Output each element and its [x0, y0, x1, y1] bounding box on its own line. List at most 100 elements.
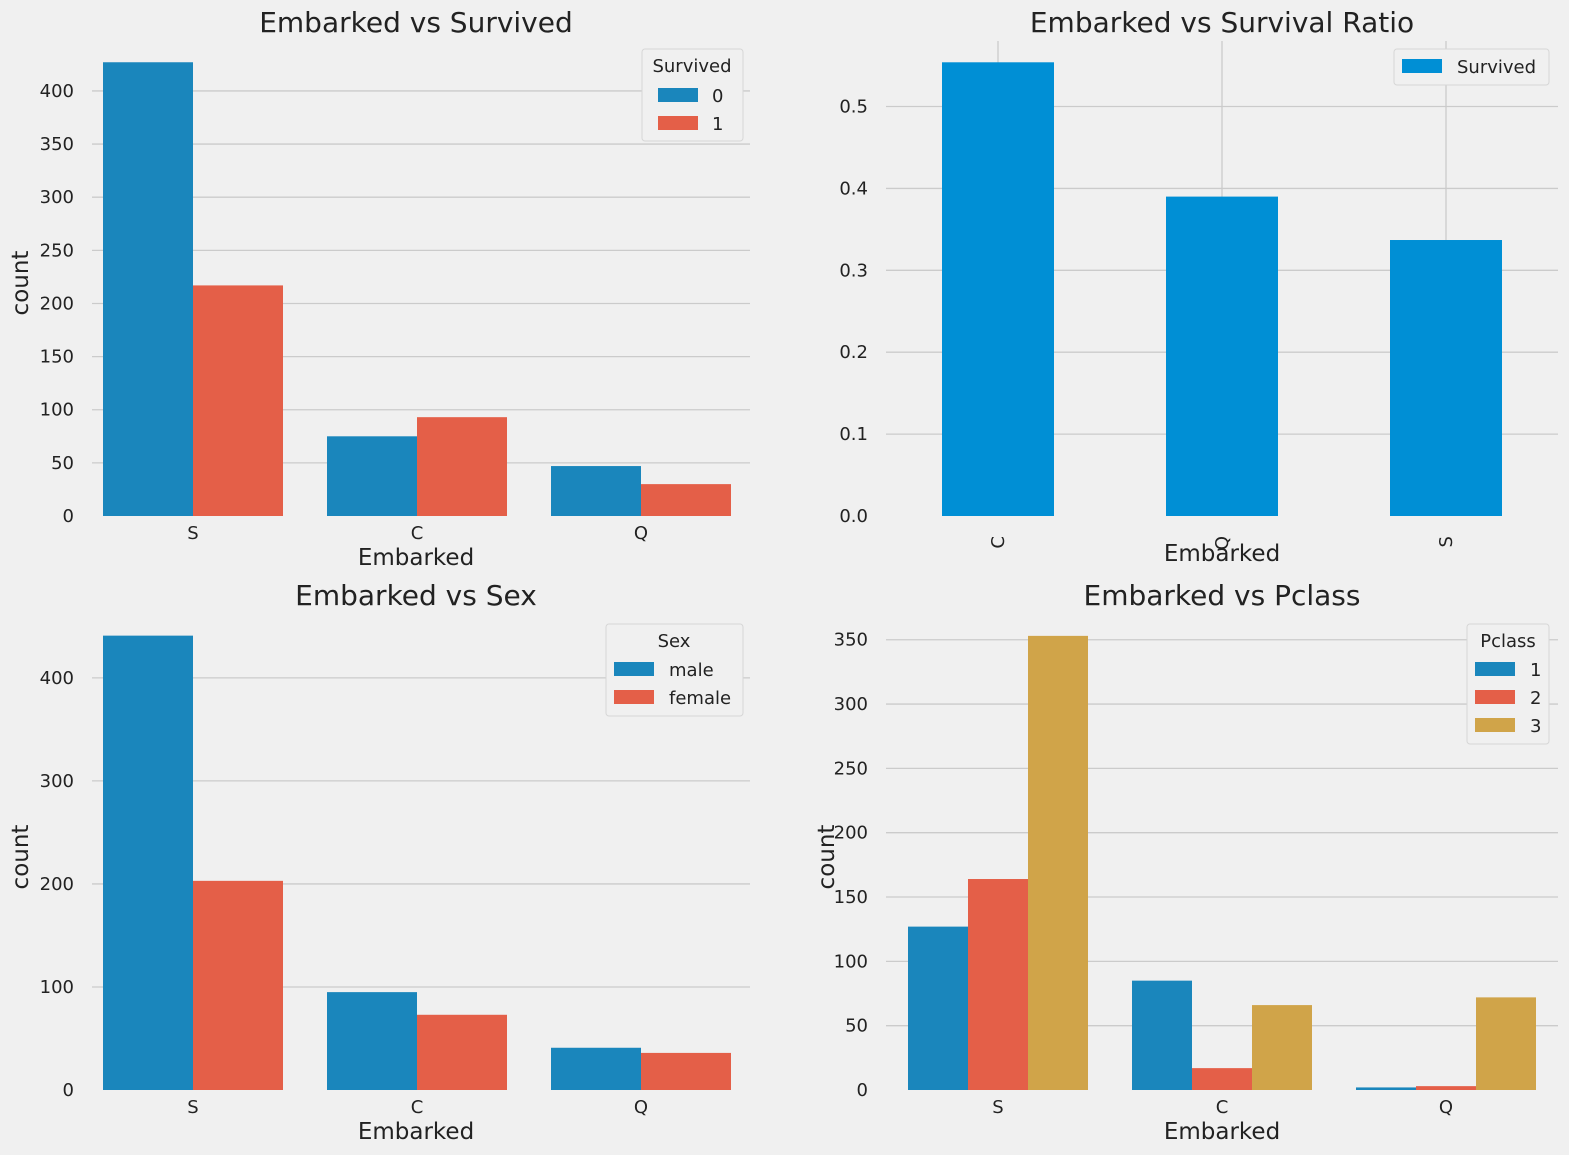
- bar-C-female: [417, 1014, 507, 1090]
- x-axis-label: Embarked: [1164, 1119, 1280, 1145]
- y-tick-label-2: 100: [834, 951, 868, 972]
- legend-label-1: 1: [712, 114, 723, 135]
- y-tick-label-7: 350: [834, 630, 868, 651]
- bar-Q-1: [1356, 1087, 1416, 1090]
- bar-Q-male: [551, 1047, 641, 1090]
- bar-S-survived: [1390, 240, 1502, 517]
- y-tick-label-1: 50: [845, 1016, 868, 1037]
- legend-frame: [1393, 48, 1550, 86]
- y-tick-label-0: 0: [63, 1080, 74, 1101]
- x-tick-label-S: S: [992, 1097, 1003, 1118]
- bar-C-3: [1252, 1005, 1312, 1090]
- legend-swatch-1: [614, 690, 654, 704]
- bar-Q-3: [1476, 997, 1536, 1090]
- panel-embarked-vs-survived: 0 50 100 150 200 250 300 350 400 S C Q Embarked vs …: [8, 6, 750, 571]
- bar-C-0: [327, 436, 417, 516]
- legend-swatch-0: [658, 88, 698, 102]
- bars-layer: [103, 62, 731, 516]
- x-axis-label: Embarked: [1164, 541, 1280, 567]
- legend-title: Sex: [658, 631, 691, 652]
- y-tick-label-1: 50: [51, 453, 74, 474]
- bar-S-1: [908, 926, 968, 1090]
- y-tick-label-0: 0: [857, 1080, 868, 1101]
- y-tick-label-4: 200: [40, 293, 74, 314]
- bar-C-1: [1132, 980, 1192, 1090]
- bar-C-male: [327, 992, 417, 1090]
- y-tick-label-2: 100: [40, 400, 74, 421]
- x-tick-label-Q: Q: [634, 1097, 648, 1118]
- panel-embarked-vs-survival-ratio: 0.0 0.1 0.2 0.3 0.4 0.5 C Q S Embarked vs Surviv…: [839, 6, 1558, 567]
- y-axis-label: count: [8, 825, 34, 890]
- bar-S-0: [103, 62, 193, 516]
- y-tick-label-5: 250: [834, 758, 868, 779]
- y-tick-label-3: 300: [40, 771, 74, 792]
- x-tick-label-C: C: [411, 523, 424, 544]
- legend-swatch-0: [1402, 59, 1442, 73]
- panel-embarked-vs-sex: 0 100 200 300 400 S C Q Embarked vs Sex Embarke…: [8, 579, 750, 1145]
- y-tick-label-3: 150: [834, 887, 868, 908]
- bar-S-female: [193, 880, 283, 1090]
- y-axis-label: count: [8, 251, 34, 316]
- panel-title: Embarked vs Sex: [295, 579, 537, 612]
- legend-swatch-0: [614, 662, 654, 676]
- x-axis-label: Embarked: [358, 545, 474, 571]
- panel-title: Embarked vs Survived: [259, 6, 573, 39]
- y-tick-label-0: 0.0: [839, 506, 868, 527]
- x-tick-label-S: S: [187, 523, 198, 544]
- bar-S-3: [1028, 635, 1088, 1090]
- y-tick-label-6: 300: [40, 187, 74, 208]
- y-tick-label-2: 200: [40, 874, 74, 895]
- bar-S-2: [968, 879, 1028, 1090]
- bars-layer: [908, 635, 1536, 1090]
- y-tick-label-8: 400: [40, 81, 74, 102]
- ticks-layer: 0.0 0.1 0.2 0.3 0.4 0.5 C Q S: [839, 97, 1457, 551]
- legend-label-0: male: [669, 660, 714, 681]
- x-tick-label-Q: Q: [634, 523, 648, 544]
- y-tick-label-1: 100: [40, 977, 74, 998]
- legend-title: Survived: [652, 56, 731, 77]
- panel-title: Embarked vs Pclass: [1084, 579, 1361, 612]
- bar-Q-survived: [1166, 196, 1278, 516]
- x-tick-label-Q: Q: [1439, 1097, 1453, 1118]
- y-tick-label-4: 0.4: [839, 178, 868, 199]
- bar-Q-0: [551, 466, 641, 516]
- y-tick-label-0: 0: [63, 506, 74, 527]
- y-tick-label-5: 250: [40, 240, 74, 261]
- bar-C-2: [1192, 1068, 1252, 1090]
- bar-S-male: [103, 635, 193, 1090]
- y-tick-label-6: 300: [834, 694, 868, 715]
- y-tick-label-5: 0.5: [839, 97, 868, 118]
- bars-layer: [103, 635, 731, 1090]
- y-tick-label-3: 0.3: [839, 260, 868, 281]
- legend-swatch-1: [658, 116, 698, 130]
- ticks-layer: 0 100 200 300 400 S C Q: [40, 668, 648, 1118]
- legend: Survived 0 1: [641, 48, 744, 142]
- bar-Q-2: [1416, 1086, 1476, 1090]
- ticks-layer: 0 50 100 150 200 250 300 350 400 S C Q: [40, 81, 648, 544]
- x-axis-label: Embarked: [358, 1119, 474, 1145]
- bar-C-1: [417, 417, 507, 516]
- legend-label-1: female: [669, 688, 731, 709]
- ticks-layer: 0 50 100 150 200 250 300 350 S C Q: [834, 630, 1453, 1118]
- y-axis-label: count: [814, 825, 840, 890]
- panel-title: Embarked vs Survival Ratio: [1030, 6, 1414, 39]
- bars-layer: [942, 62, 1502, 517]
- bar-Q-1: [641, 484, 731, 516]
- legend-label-0: 1: [1530, 660, 1541, 681]
- y-tick-label-4: 400: [40, 668, 74, 689]
- legend-swatch-1: [1475, 690, 1515, 704]
- y-tick-label-2: 0.2: [839, 342, 868, 363]
- y-tick-label-7: 350: [40, 134, 74, 155]
- legend-swatch-2: [1475, 718, 1515, 732]
- legend-label-2: 3: [1530, 716, 1541, 737]
- x-tick-label-Q: Q: [1212, 536, 1233, 550]
- bar-Q-female: [641, 1052, 731, 1090]
- legend-label-1: 2: [1530, 688, 1541, 709]
- legend-frame: [1466, 623, 1550, 745]
- legend-label-0: Survived: [1457, 57, 1536, 78]
- panel-embarked-vs-pclass: 0 50 100 150 200 250 300 350 S C Q Embarked vs Pcl…: [814, 579, 1558, 1145]
- legend-swatch-0: [1475, 662, 1515, 676]
- legend: Survived: [1393, 48, 1550, 86]
- legend-title: Pclass: [1480, 631, 1536, 652]
